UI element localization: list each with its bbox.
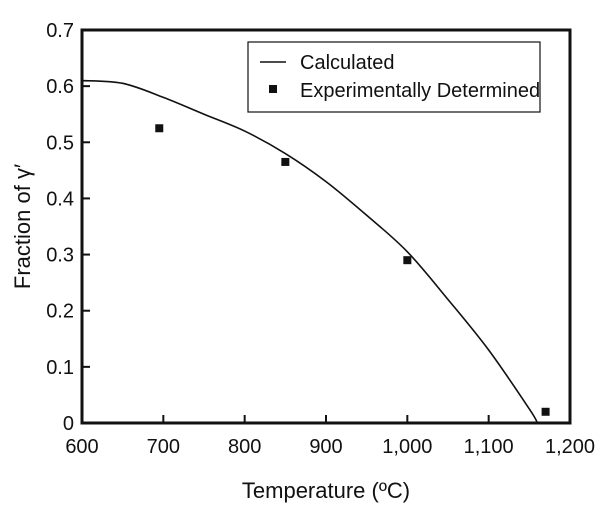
x-tick-label: 800 bbox=[228, 436, 261, 458]
data-point-experimental bbox=[403, 256, 412, 265]
y-tick-label: 0.3 bbox=[46, 245, 74, 267]
x-tick-label: 700 bbox=[147, 436, 180, 458]
legend-box bbox=[247, 41, 541, 113]
x-tick-label: 1,000 bbox=[382, 436, 432, 458]
y-tick-label: 0.4 bbox=[46, 188, 74, 210]
legend-label-calculated: Calculated bbox=[300, 52, 395, 74]
legend-marker-swatch bbox=[269, 85, 277, 93]
series-layer bbox=[81, 79, 550, 424]
y-tick-label: 0.2 bbox=[46, 301, 74, 323]
y-tick-label: 0.5 bbox=[46, 132, 74, 154]
y-axis-label: Fraction of γ′ bbox=[10, 164, 35, 289]
data-point-experimental bbox=[155, 124, 164, 133]
legend: Calculated Experimentally Determined bbox=[247, 41, 541, 113]
data-point-experimental bbox=[281, 157, 290, 166]
x-tick-label: 1,100 bbox=[464, 436, 514, 458]
x-axis-label: Temperature (ºC) bbox=[242, 478, 410, 503]
series-line-calculated bbox=[81, 79, 539, 424]
x-tick-label: 600 bbox=[65, 436, 98, 458]
legend-label-experimental: Experimentally Determined bbox=[300, 80, 540, 102]
data-point-experimental bbox=[541, 407, 550, 416]
y-tick-label: 0.1 bbox=[46, 357, 74, 379]
y-tick-label: 0 bbox=[63, 413, 74, 435]
x-tick-label: 1,200 bbox=[545, 436, 595, 458]
y-axis-ticks: 0 0.1 0.2 0.3 0.4 0.5 0.6 0.7 bbox=[46, 20, 90, 435]
x-axis-ticks: 600 700 800 900 1,000 1,100 1,200 bbox=[65, 415, 595, 458]
x-tick-label: 900 bbox=[309, 436, 342, 458]
y-tick-label: 0.6 bbox=[46, 76, 74, 98]
y-tick-label: 0.7 bbox=[46, 20, 74, 42]
